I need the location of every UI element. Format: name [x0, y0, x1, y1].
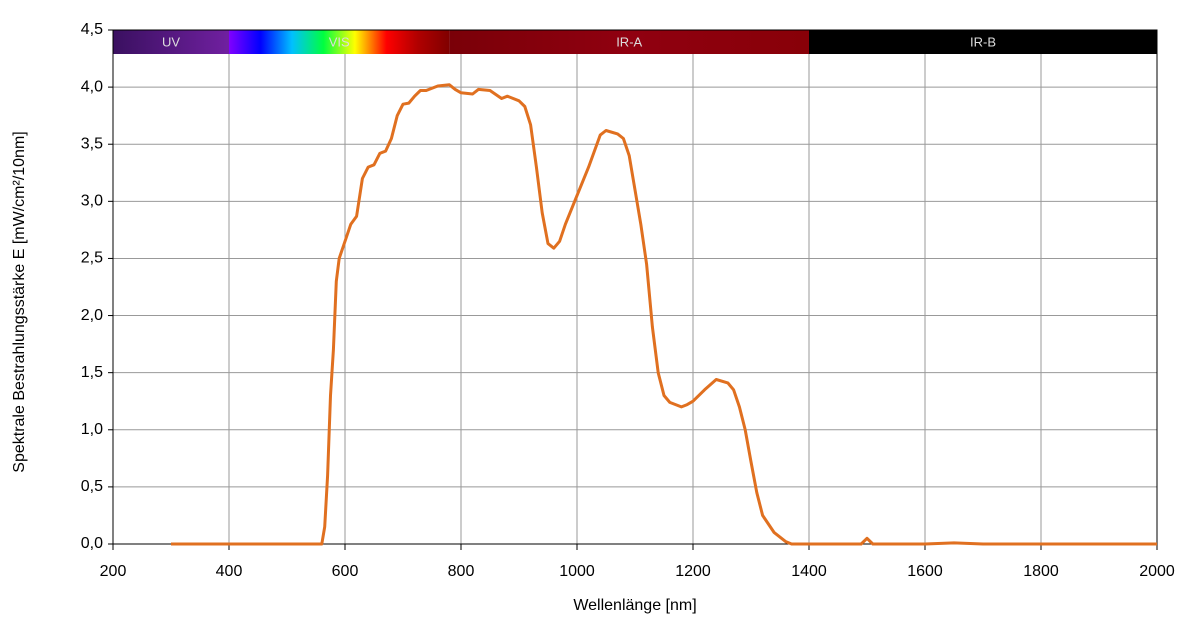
x-tick-label: 1200 [675, 563, 711, 580]
y-tick-label: 2,5 [81, 250, 103, 267]
x-tick-label: 1400 [791, 563, 827, 580]
plot-frame [112, 29, 1158, 545]
band [449, 30, 809, 54]
band-label: VIS [329, 34, 350, 49]
x-tick-label: 1000 [559, 563, 595, 580]
band [113, 30, 229, 54]
y-tick-label: 4,0 [81, 78, 103, 95]
x-tick-label: 600 [332, 563, 359, 580]
data-line [171, 83, 1157, 546]
x-tick-label: 1600 [907, 563, 943, 580]
y-tick-label: 3,0 [81, 193, 103, 210]
y-tick-label: 1,5 [81, 364, 103, 381]
band-label: UV [162, 34, 180, 49]
band-label: IR-A [616, 34, 642, 49]
y-tick-label: 0,5 [81, 478, 103, 495]
y-tick-label: 1,0 [81, 421, 103, 438]
y-tick-label: 4,5 [81, 21, 103, 38]
x-tick-label: 1800 [1023, 563, 1059, 580]
x-tick-label: 200 [100, 563, 127, 580]
x-tick-label: 800 [448, 563, 475, 580]
y-axis-label: Spektrale Bestrahlungsstärke E [mW/cm²/1… [11, 131, 28, 472]
x-tick-label: 400 [216, 563, 243, 580]
band [809, 30, 1157, 54]
x-axis-label: Wellenlänge [nm] [573, 597, 696, 614]
band [229, 30, 450, 54]
x-tick-label: 2000 [1139, 563, 1175, 580]
y-tick-label: 2,0 [81, 307, 103, 324]
band-label: IR-B [970, 34, 996, 49]
y-tick-label: 3,5 [81, 135, 103, 152]
y-tick-label: 0,0 [81, 535, 103, 552]
